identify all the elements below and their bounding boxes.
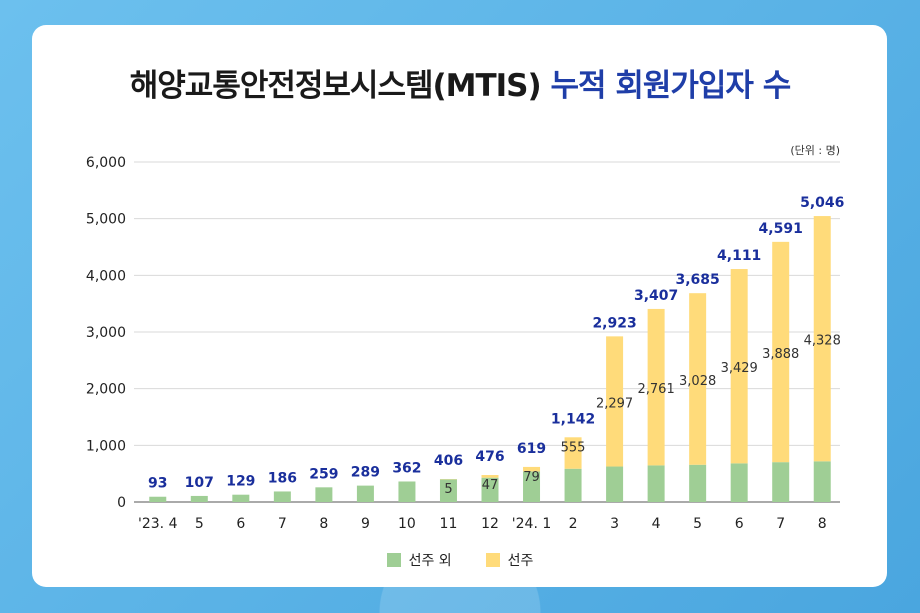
crew-value-label: 2,761 (638, 382, 675, 397)
bar-crew (481, 475, 499, 478)
x-tick-label: 6 (735, 516, 744, 532)
total-value-label: 5,046 (800, 195, 844, 211)
total-value-label: 406 (434, 453, 463, 469)
total-value-label: 4,591 (759, 221, 803, 237)
total-value-label: 186 (268, 470, 297, 486)
y-tick-label: 1,000 (86, 438, 126, 454)
legend-label-non-crew: 선주 외 (408, 553, 452, 569)
legend-label-crew: 선주 (507, 553, 534, 569)
bar-non-crew (356, 485, 374, 502)
crew-value-label: 555 (561, 440, 586, 455)
bar-non-crew (481, 477, 499, 502)
crew-value-label: 79 (523, 470, 540, 485)
crew-value-label: 47 (482, 478, 499, 493)
x-tick-label: 7 (776, 516, 785, 532)
x-tick-label: 5 (693, 516, 702, 532)
total-value-label: 362 (392, 460, 421, 476)
bar-non-crew (149, 496, 167, 502)
x-tick-label: 9 (361, 516, 370, 532)
x-tick-label: 4 (652, 516, 661, 532)
total-value-label: 259 (309, 466, 338, 482)
bar-crew (730, 269, 748, 464)
total-value-label: 3,685 (675, 272, 719, 288)
crew-value-label: 3,028 (679, 374, 716, 389)
bar-non-crew (232, 494, 250, 502)
unit-label: (단위 : 명) (790, 144, 840, 157)
crew-value-label: 3,429 (721, 361, 758, 376)
x-tick-label: 8 (818, 516, 827, 532)
y-tick-label: 3,000 (86, 325, 126, 341)
y-tick-label: 2,000 (86, 382, 126, 398)
y-tick-label: 6,000 (86, 155, 126, 171)
bar-non-crew (315, 487, 333, 502)
title-highlight: 누적 회원가입자 수 (550, 68, 791, 104)
bar-non-crew (689, 464, 707, 502)
crew-value-label: 5 (444, 482, 452, 497)
legend-swatch-non-crew (386, 553, 401, 567)
bar-non-crew (190, 495, 208, 502)
x-tick-label: 5 (195, 516, 204, 532)
bar-non-crew (398, 481, 416, 502)
bar-crew (813, 216, 831, 462)
total-value-label: 1,142 (551, 411, 595, 427)
x-tick-label: '23. 4 (138, 516, 178, 532)
bar-non-crew (606, 466, 624, 502)
crew-value-label: 4,328 (804, 334, 841, 349)
bar-non-crew (730, 463, 748, 502)
bar-non-crew (813, 461, 831, 502)
x-tick-label: 8 (319, 516, 328, 532)
total-value-label: 107 (185, 475, 214, 491)
legend-swatch-crew (485, 553, 500, 567)
total-value-label: 93 (148, 476, 167, 492)
chart-title: 해양교통안전정보시스템(MTIS) 누적 회원가입자 수 (0, 60, 920, 105)
crew-value-label: 3,888 (762, 347, 799, 362)
title-main: 해양교통안전정보시스템(MTIS) (129, 68, 542, 104)
bar-crew (523, 466, 541, 472)
x-tick-label: 11 (440, 516, 458, 532)
bar-crew (647, 308, 665, 466)
bar-crew (606, 336, 624, 467)
bar-non-crew (273, 491, 291, 502)
bar-crew (564, 437, 582, 469)
total-value-label: 3,407 (634, 288, 678, 304)
x-tick-label: 10 (398, 516, 416, 532)
legend-item-crew: 선주 (485, 550, 534, 570)
bar-non-crew (647, 465, 665, 502)
bar-crew (772, 241, 790, 463)
bar-crew (689, 293, 707, 465)
y-tick-label: 4,000 (86, 268, 126, 284)
total-value-label: 619 (517, 441, 546, 457)
legend-item-non-crew: 선주 외 (386, 550, 452, 570)
x-tick-label: 12 (481, 516, 499, 532)
bar-non-crew (564, 468, 582, 502)
bar-non-crew (772, 462, 790, 502)
x-tick-label: 2 (569, 516, 578, 532)
y-tick-label: 5,000 (86, 212, 126, 228)
total-value-label: 4,111 (717, 248, 761, 264)
x-tick-label: 3 (610, 516, 619, 532)
total-value-label: 289 (351, 465, 380, 481)
y-tick-label: 0 (117, 495, 126, 511)
x-tick-label: 6 (236, 516, 245, 532)
crew-value-label: 2,297 (596, 396, 633, 411)
x-tick-label: 7 (278, 516, 287, 532)
x-tick-label: '24. 1 (512, 516, 551, 532)
legend: 선주 외 선주 (0, 550, 920, 570)
bar-non-crew (523, 471, 541, 502)
total-value-label: 2,923 (592, 315, 636, 331)
total-value-label: 476 (475, 449, 504, 465)
bar-non-crew (439, 479, 457, 502)
total-value-label: 129 (226, 474, 255, 490)
